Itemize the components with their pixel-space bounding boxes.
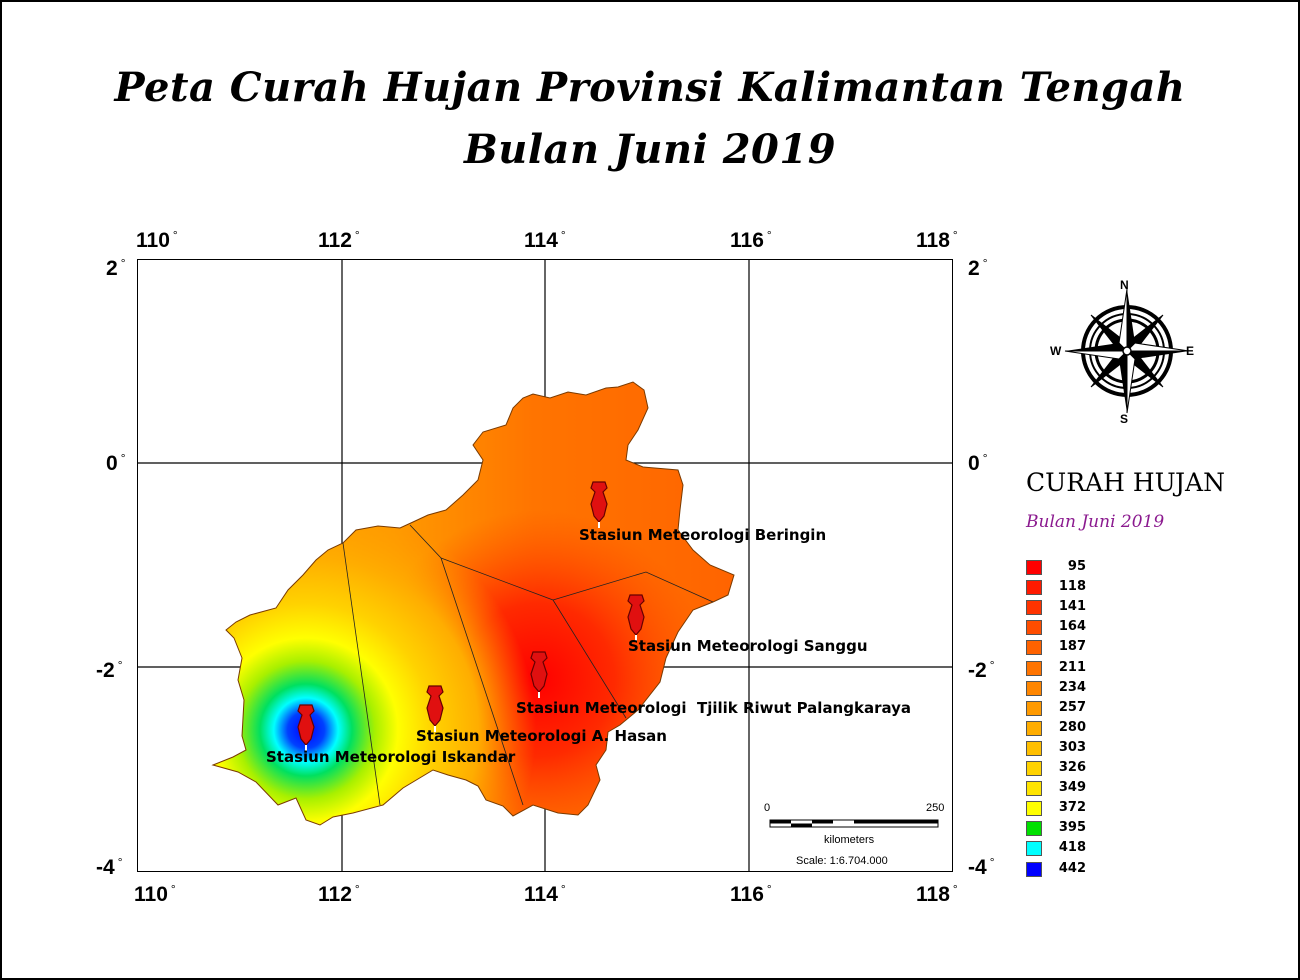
- legend-swatch: [1026, 740, 1042, 756]
- compass-north: N: [1120, 278, 1129, 292]
- compass-east: E: [1186, 344, 1195, 358]
- legend-swatch: [1026, 821, 1042, 837]
- station-label-tjilik-riwut: Stasiun Meteorologi Tjilik Riwut Palangk…: [516, 699, 912, 717]
- legend: CURAH HUJAN Bulan Juni 2019 95 118 141 164 1…: [1018, 462, 1240, 882]
- lon-tick-bottom-118: 118 °: [916, 882, 958, 906]
- scale-bar-end: 250: [926, 802, 945, 814]
- station-marker-sanggu[interactable]: [627, 594, 645, 641]
- legend-swatch: [1026, 700, 1042, 716]
- lat-tick-left-minus4: -4 °: [96, 855, 123, 879]
- legend-subtitle: Bulan Juni 2019: [1026, 512, 1165, 532]
- lon-tick-top-114: 114 °: [524, 228, 566, 252]
- legend-swatch: [1026, 680, 1042, 696]
- lat-tick-left-0: 0 °: [106, 451, 126, 475]
- legend-swatch: [1026, 761, 1042, 776]
- legend-value: 442: [1058, 860, 1086, 876]
- station-label-iskandar: Stasiun Meteorologi Iskandar: [266, 748, 516, 766]
- legend-swatch: [1026, 640, 1042, 656]
- compass-west: W: [1050, 344, 1062, 358]
- compass-rose-icon: [1064, 288, 1190, 414]
- lat-tick-left-minus2: -2 °: [96, 658, 123, 682]
- station-label-beringin: Stasiun Meteorologi Beringin: [579, 526, 827, 544]
- legend-value: 395: [1058, 820, 1086, 836]
- station-label-a-hasan: Stasiun Meteorologi A. Hasan: [416, 727, 667, 745]
- lon-tick-bottom-114: 114 °: [524, 882, 566, 906]
- legend-value: 349: [1058, 780, 1086, 796]
- legend-value: 326: [1058, 760, 1086, 775]
- lon-tick-bottom-116: 116 °: [730, 882, 772, 906]
- compass-south: S: [1120, 412, 1129, 426]
- lat-tick-right-minus4: -4 °: [968, 855, 995, 879]
- map-title-line1: Peta Curah Hujan Provinsi Kalimantan Ten…: [114, 64, 1186, 111]
- legend-value: 303: [1058, 739, 1086, 755]
- legend-swatch: [1026, 580, 1042, 596]
- scale-text: Scale: 1:6.704.000: [796, 855, 888, 867]
- legend-swatch: [1026, 720, 1042, 736]
- lon-tick-top-110: 110 °: [136, 228, 178, 252]
- map-title-line2: Bulan Juni 2019: [463, 126, 837, 173]
- lon-tick-top-112: 112 °: [318, 228, 360, 252]
- station-label-sanggu: Stasiun Meteorologi Sanggu: [628, 637, 868, 655]
- legend-value: 234: [1058, 679, 1086, 695]
- lon-tick-top-116: 116 °: [730, 228, 772, 252]
- legend-swatch: [1026, 620, 1042, 636]
- lon-tick-top-118: 118 °: [916, 228, 958, 252]
- legend-value: 257: [1058, 699, 1086, 715]
- legend-swatch: [1026, 781, 1042, 797]
- scale-bar-start: 0: [764, 802, 771, 814]
- lon-tick-bottom-112: 112 °: [318, 882, 360, 906]
- lat-tick-right-minus2: -2 °: [968, 658, 995, 682]
- compass-rose: N S E W: [1040, 278, 1210, 428]
- legend-swatch: [1026, 861, 1042, 877]
- thiessen-boundaries: [342, 524, 714, 806]
- lon-tick-bottom-110: 110 °: [134, 882, 176, 906]
- map-area[interactable]: [137, 259, 953, 872]
- scale-bar-unit: kilometers: [824, 834, 875, 846]
- legend-swatch: [1026, 801, 1042, 817]
- station-marker-beringin[interactable]: [590, 481, 608, 528]
- scale-bar-graphic: [769, 819, 939, 828]
- legend-swatch: [1026, 841, 1042, 857]
- legend-swatch: [1026, 600, 1042, 616]
- station-marker-iskandar[interactable]: [297, 704, 315, 751]
- legend-value: 141: [1058, 599, 1086, 615]
- legend-value: 95: [1067, 559, 1086, 574]
- legend-value: 418: [1058, 840, 1086, 856]
- legend-value: 164: [1058, 619, 1086, 635]
- rainfall-map-svg: [138, 260, 952, 871]
- legend-value: 118: [1058, 579, 1086, 595]
- legend-value: 211: [1058, 659, 1086, 675]
- lat-tick-left-2: 2 °: [106, 256, 126, 280]
- legend-value: 372: [1058, 800, 1086, 816]
- legend-swatch: [1026, 560, 1042, 575]
- legend-value: 187: [1058, 639, 1086, 655]
- station-marker-tjilik-riwut[interactable]: [530, 651, 548, 698]
- legend-swatch: [1026, 660, 1042, 676]
- legend-title: CURAH HUJAN: [1026, 468, 1225, 497]
- station-marker-a-hasan[interactable]: [426, 685, 444, 732]
- lat-tick-right-2: 2 °: [968, 256, 988, 280]
- lat-tick-right-0: 0 °: [968, 451, 988, 475]
- legend-value: 280: [1058, 719, 1086, 735]
